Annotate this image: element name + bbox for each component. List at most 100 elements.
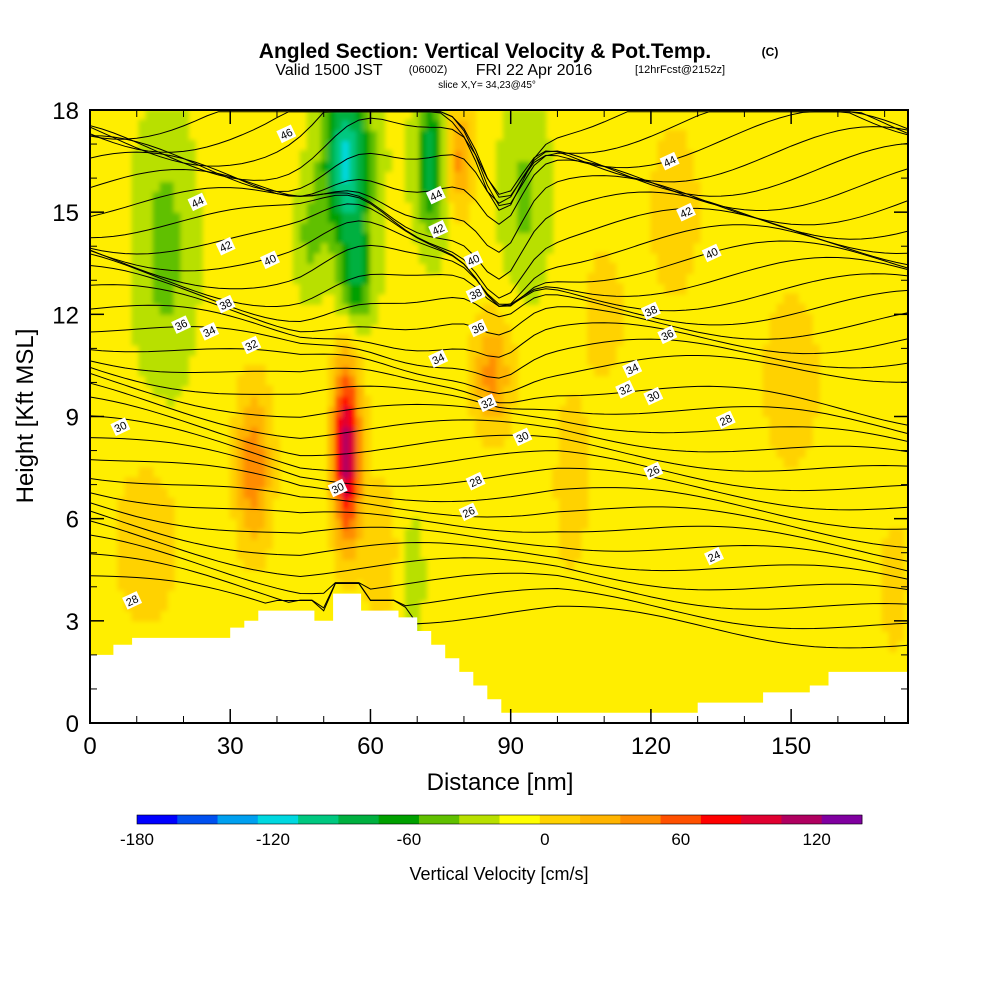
colorbar-swatch [781, 815, 823, 824]
svg-text:30: 30 [330, 481, 346, 497]
theta-contour-line [90, 348, 908, 395]
theta-contour-line [90, 244, 908, 305]
theta-contour-label: 30 [512, 427, 533, 447]
theta-contour-label: 38 [640, 301, 661, 321]
svg-text:30: 30 [646, 389, 662, 405]
svg-text:34: 34 [625, 362, 641, 378]
colorbar-swatch [580, 815, 621, 824]
y-axis-label: Height [Kft MSL] [12, 329, 39, 504]
x-tick-label: 90 [497, 733, 524, 760]
y-tick-label: 12 [52, 302, 79, 329]
theta-contour-line [90, 478, 908, 548]
theta-contour-label: 26 [643, 461, 664, 481]
theta-contour-line [90, 437, 908, 511]
colorbar-tick-label: 120 [803, 830, 831, 849]
svg-text:40: 40 [704, 246, 720, 262]
colorbar-ticks: -180 -120 -60 0 60 120 [120, 830, 831, 849]
x-tick-label: 30 [217, 733, 244, 760]
theta-contour-label: 46 [276, 124, 297, 144]
svg-text:46: 46 [279, 127, 295, 143]
svg-text:30: 30 [515, 430, 531, 446]
theta-contour-label: 34 [622, 359, 643, 379]
svg-text:38: 38 [643, 304, 659, 320]
theta-contour-label: 28 [122, 591, 143, 610]
theta-contour-line [90, 360, 908, 426]
colorbar-tick-label: -120 [256, 830, 290, 849]
svg-text:24: 24 [706, 549, 722, 565]
theta-contour-label: 40 [701, 243, 722, 263]
svg-text:28: 28 [468, 474, 484, 490]
svg-text:36: 36 [660, 328, 676, 344]
theta-contour-line [90, 111, 908, 198]
theta-contour-label: 36 [171, 315, 192, 334]
svg-text:44: 44 [662, 154, 678, 170]
theta-contour-label: 44 [659, 151, 680, 171]
y-tick-label: 18 [52, 98, 79, 125]
theta-contour-label: 30 [327, 478, 348, 498]
theta-contour-label: 26 [458, 502, 479, 522]
svg-text:26: 26 [461, 505, 477, 521]
theta-contour-label: 28 [465, 471, 486, 491]
colorbar-tick-label: -60 [397, 830, 422, 849]
theta-contour-label: 44 [187, 192, 208, 212]
svg-text:36: 36 [470, 321, 486, 337]
colorbar-swatch [137, 815, 178, 824]
svg-text:36: 36 [173, 317, 189, 333]
theta-contour-label: 42 [676, 202, 696, 222]
colorbar-swatch [338, 815, 380, 824]
colorbar-swatch [257, 815, 299, 824]
theta-contour-label: 36 [468, 318, 488, 338]
colorbar-swatch [700, 815, 742, 824]
svg-text:40: 40 [466, 253, 482, 269]
theta-contour-label: 34 [199, 322, 220, 341]
colorbar-swatch [660, 815, 702, 824]
svg-text:42: 42 [431, 222, 447, 238]
theta-contour-label: 40 [463, 250, 484, 270]
colorbar-swatch [741, 815, 782, 824]
theta-contour-label: 32 [477, 393, 498, 413]
theta-contour-label: 42 [428, 219, 449, 239]
svg-text:32: 32 [618, 382, 634, 398]
valid-date: FRI 22 Apr 2016 [476, 62, 593, 79]
theta-contour-line [90, 382, 908, 453]
theta-contour-line [90, 502, 908, 572]
svg-text:28: 28 [124, 593, 140, 609]
theta-contour-label: 40 [260, 250, 280, 270]
utc-time: (0600Z) [409, 64, 448, 76]
theta-contour-line [90, 304, 908, 358]
theta-contour-line [90, 575, 908, 649]
colorbar-swatch [298, 815, 339, 824]
colorbar-swatch [418, 815, 460, 824]
theta-contour-line [90, 510, 908, 580]
theta-contour-line [90, 553, 908, 630]
svg-text:30: 30 [113, 420, 129, 436]
theta-contour-label: 38 [465, 284, 486, 304]
vertical-velocity-field [117, 110, 908, 652]
x-tick-label: 120 [631, 733, 671, 760]
theta-contour-label: 30 [110, 417, 131, 436]
svg-text:32: 32 [244, 338, 260, 354]
svg-text:34: 34 [431, 351, 447, 367]
x-axis-label: Distance [nm] [427, 769, 574, 796]
y-tick-label: 6 [66, 507, 79, 534]
forecast-info: [12hrFcst@2152z] [635, 64, 725, 76]
svg-text:40: 40 [262, 253, 278, 269]
svg-text:34: 34 [202, 324, 218, 340]
chart-title: Angled Section: Vertical Velocity & Pot.… [259, 40, 711, 63]
colorbar-label: Vertical Velocity [cm/s] [409, 864, 588, 884]
theta-contour-line [90, 459, 908, 530]
theta-contour-line [90, 366, 908, 435]
svg-text:38: 38 [218, 297, 234, 313]
terrain [90, 593, 908, 723]
theta-contour-label: 44 [425, 185, 446, 205]
colorbar-tick-label: 60 [671, 830, 690, 849]
svg-text:32: 32 [480, 396, 496, 412]
x-axis-ticks: 0 30 60 90 120 150 [83, 110, 886, 760]
theta-contour-label: 28 [715, 410, 736, 430]
theta-contour-line [90, 520, 908, 591]
theta-contour-label: 32 [615, 380, 636, 399]
svg-text:38: 38 [468, 287, 484, 303]
